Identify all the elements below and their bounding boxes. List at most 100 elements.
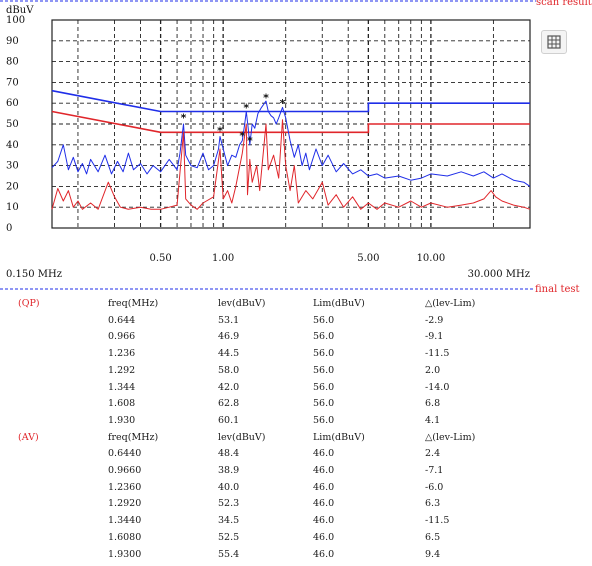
table-cell: 60.1 bbox=[218, 414, 240, 426]
qp-tag: (QP) bbox=[18, 298, 40, 309]
table-cell: 56.0 bbox=[313, 414, 335, 426]
peak-marker: * bbox=[247, 135, 253, 148]
y-axis-label: dBuV bbox=[6, 5, 34, 16]
table-cell: 9.4 bbox=[425, 548, 441, 560]
table-cell: 1.3440 bbox=[108, 515, 142, 527]
table-cell: 6.8 bbox=[425, 398, 441, 410]
table-cell: 56.0 bbox=[313, 381, 335, 393]
table-cell: 44.5 bbox=[218, 348, 240, 360]
x-tick-label: 0.50 bbox=[149, 253, 171, 264]
table-cell: 46.9 bbox=[218, 331, 240, 343]
emi-chart: ** **** * 0102030405060708090100dBuV0.150 … bbox=[0, 0, 536, 290]
table-cell: 1.608 bbox=[108, 398, 136, 410]
y-tick-label: 40 bbox=[6, 140, 19, 151]
table-cell: -11.5 bbox=[425, 515, 450, 527]
x-tick-label: 1.00 bbox=[212, 253, 234, 264]
x-tick-label: 30.000 MHz bbox=[468, 269, 530, 280]
qp-limit-line bbox=[51, 89, 530, 113]
y-tick-label: 0 bbox=[6, 223, 12, 234]
table-cell: -2.9 bbox=[425, 314, 444, 326]
table-cell: 46.0 bbox=[313, 498, 335, 510]
column-header: Lim(dBuV) bbox=[313, 431, 365, 443]
av-limit-line bbox=[51, 110, 530, 134]
table-cell: 52.3 bbox=[218, 498, 240, 510]
table-cell: 1.930 bbox=[108, 414, 136, 426]
y-tick-label: 60 bbox=[6, 98, 19, 109]
column-header: lev(dBuV) bbox=[218, 298, 266, 309]
table-cell: 1.236 bbox=[108, 348, 136, 360]
table-cell: 58.0 bbox=[218, 364, 240, 376]
peak-marker: * bbox=[280, 97, 286, 110]
table-cell: 1.9300 bbox=[108, 548, 142, 560]
table-cell: 1.2920 bbox=[108, 498, 142, 510]
column-header: lev(dBuV) bbox=[218, 431, 266, 443]
y-tick-label: 100 bbox=[6, 15, 25, 26]
table-cell: 1.6080 bbox=[108, 531, 142, 543]
y-tick-label: 50 bbox=[6, 119, 19, 130]
av-trace bbox=[51, 119, 531, 210]
table-cell: 0.644 bbox=[108, 314, 136, 326]
table-cell: 34.5 bbox=[218, 515, 240, 527]
table-cell: 46.0 bbox=[313, 448, 335, 460]
table-cell: 38.9 bbox=[218, 465, 240, 476]
y-tick-label: 30 bbox=[6, 161, 19, 172]
table-cell: 40.0 bbox=[218, 481, 240, 493]
table-cell: 55.4 bbox=[218, 548, 240, 560]
column-header: freq(MHz) bbox=[108, 431, 159, 443]
table-cell: 52.5 bbox=[218, 531, 240, 543]
peak-marker: * bbox=[243, 101, 249, 114]
table-cell: -14.0 bbox=[425, 381, 450, 393]
table-cell: 46.0 bbox=[313, 548, 335, 560]
table-cell: 4.1 bbox=[425, 414, 441, 426]
table-cell: 0.966 bbox=[108, 331, 136, 343]
limit-lines bbox=[51, 89, 530, 134]
column-header: freq(MHz) bbox=[108, 298, 159, 309]
table-cell: 46.0 bbox=[313, 481, 335, 493]
table-cell: 53.1 bbox=[218, 314, 240, 326]
table-cell: 2.0 bbox=[425, 364, 441, 376]
chart-grid bbox=[0, 0, 536, 290]
table-cell: 42.0 bbox=[218, 381, 240, 393]
table-cell: 1.344 bbox=[108, 381, 136, 393]
table-cell: 46.0 bbox=[313, 531, 335, 543]
table-cell: 62.8 bbox=[218, 398, 240, 410]
series-lines bbox=[51, 100, 531, 210]
grid-table-icon-glyph bbox=[547, 35, 561, 49]
table-cell: 48.4 bbox=[218, 448, 240, 460]
y-tick-label: 80 bbox=[6, 57, 19, 68]
y-tick-label: 20 bbox=[6, 181, 19, 192]
x-tick-label: 10.00 bbox=[417, 253, 446, 264]
table-cell: -11.5 bbox=[425, 348, 450, 360]
qp-trace bbox=[51, 100, 531, 187]
table-cell: 56.0 bbox=[313, 398, 335, 410]
table-cell: 0.9660 bbox=[108, 465, 142, 476]
peak-marker: * bbox=[181, 112, 187, 125]
table-cell: 1.292 bbox=[108, 364, 136, 376]
table-cell: 2.4 bbox=[425, 448, 441, 460]
table-cell: 6.3 bbox=[425, 498, 441, 510]
table-cell: -9.1 bbox=[425, 331, 444, 343]
table-cell: -6.0 bbox=[425, 481, 444, 493]
grid-table-icon[interactable] bbox=[541, 30, 567, 54]
y-tick-label: 90 bbox=[6, 36, 19, 47]
table-cell: 46.0 bbox=[313, 515, 335, 527]
x-tick-label: 0.150 MHz bbox=[6, 269, 62, 280]
x-tick-label: 5.00 bbox=[357, 253, 379, 264]
table-cell: 56.0 bbox=[313, 348, 335, 360]
scan-result-label: scan result bbox=[536, 0, 592, 8]
peak-markers: ** **** * bbox=[181, 91, 286, 147]
y-tick-label: 10 bbox=[6, 202, 19, 213]
peak-marker: * bbox=[217, 124, 223, 137]
table-cell: 56.0 bbox=[313, 314, 335, 326]
av-tag: (AV) bbox=[18, 431, 39, 443]
table-cell: 56.0 bbox=[313, 331, 335, 343]
final-test-label: final test bbox=[535, 284, 580, 295]
column-header: △(lev-Lim) bbox=[425, 298, 476, 309]
peak-marker: * bbox=[239, 129, 245, 142]
column-header: Lim(dBuV) bbox=[313, 298, 365, 309]
table-cell: 1.2360 bbox=[108, 481, 142, 493]
table-cell: 56.0 bbox=[313, 364, 335, 376]
table-cell: 0.6440 bbox=[108, 448, 142, 460]
table-cell: -7.1 bbox=[425, 465, 444, 476]
table-cell: 46.0 bbox=[313, 465, 335, 476]
